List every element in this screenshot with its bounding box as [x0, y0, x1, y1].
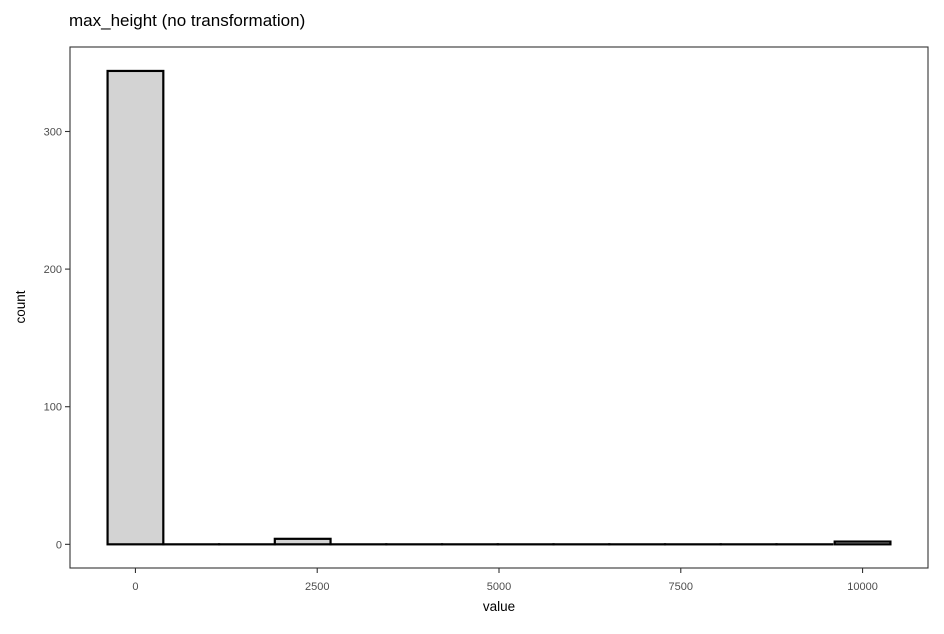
x-axis-label: value: [483, 599, 515, 614]
x-tick-label: 7500: [669, 581, 693, 593]
chart-title: max_height (no transformation): [69, 11, 305, 30]
x-tick-label: 0: [132, 581, 138, 593]
y-tick-label: 0: [56, 539, 62, 551]
x-tick-label: 10000: [847, 581, 878, 593]
histogram-bar: [275, 539, 331, 545]
histogram-bar: [108, 71, 164, 544]
y-tick-label: 300: [44, 126, 62, 138]
x-tick-label: 5000: [487, 581, 511, 593]
y-axis: 0 100 200 300: [44, 126, 70, 551]
y-tick-label: 200: [44, 264, 62, 276]
y-axis-label: count: [13, 290, 28, 323]
x-axis: 0 2500 5000 7500 10000: [132, 568, 877, 593]
x-tick-label: 2500: [305, 581, 329, 593]
y-tick-label: 100: [44, 402, 62, 414]
plot-panel: [70, 47, 928, 568]
histogram-bar: [835, 542, 891, 545]
